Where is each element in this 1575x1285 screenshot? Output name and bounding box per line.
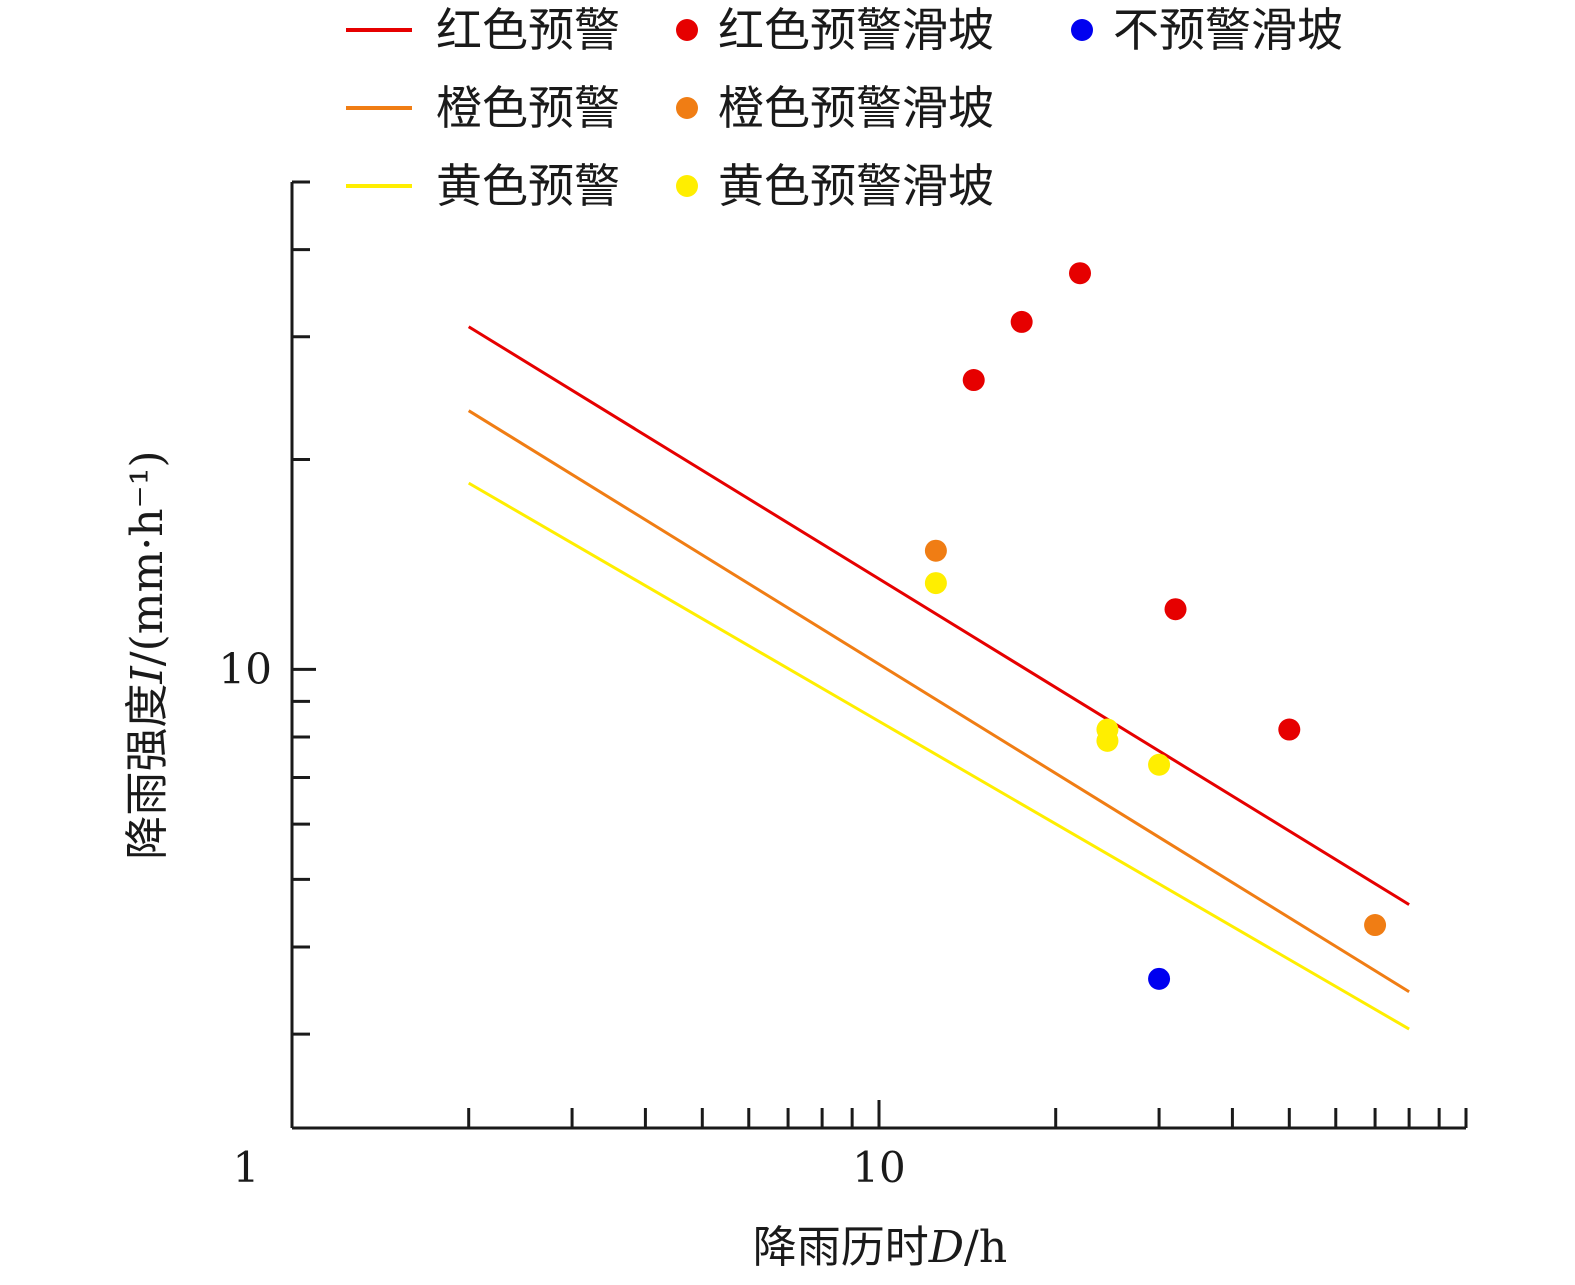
data-point-3 bbox=[1096, 729, 1119, 752]
legend-label: 不预警滑坡 bbox=[1113, 3, 1343, 57]
data-point-3 bbox=[924, 572, 947, 595]
data-point-1 bbox=[1164, 598, 1187, 621]
axes: 1 10 10 bbox=[219, 180, 1468, 1192]
x-tick-label: 10 bbox=[852, 1143, 905, 1192]
data-point-2 bbox=[924, 539, 947, 562]
data-point-2 bbox=[1364, 914, 1387, 937]
series-lines bbox=[467, 325, 1410, 1031]
legend-label: 橙色预警滑坡 bbox=[718, 81, 994, 135]
data-point-1 bbox=[962, 369, 985, 392]
y-tick-label: 10 bbox=[219, 644, 272, 693]
x-tick-label: 1 bbox=[233, 1143, 260, 1192]
legend-point-swatch bbox=[1071, 19, 1093, 41]
legend-label: 橙色预警 bbox=[436, 81, 620, 135]
y-axis-title: 降雨强度I/(mm·h⁻¹) bbox=[122, 450, 173, 859]
legend-point-swatch bbox=[676, 175, 698, 197]
data-point-1 bbox=[1278, 718, 1301, 741]
data-point-4 bbox=[1148, 967, 1171, 990]
legend-label: 红色预警 bbox=[436, 3, 620, 57]
threshold-line-1 bbox=[467, 325, 1410, 906]
legend-label: 红色预警滑坡 bbox=[718, 3, 994, 57]
legend-label: 黄色预警 bbox=[436, 159, 620, 213]
legend-label: 黄色预警滑坡 bbox=[718, 159, 994, 213]
data-point-3 bbox=[1148, 753, 1171, 776]
legend-point-swatch bbox=[676, 97, 698, 119]
x-axis-title: 降雨历时D/h bbox=[753, 1222, 1007, 1273]
threshold-line-3 bbox=[467, 481, 1410, 1031]
data-point-1 bbox=[1010, 310, 1033, 333]
threshold-line-2 bbox=[467, 409, 1410, 994]
data-point-1 bbox=[1069, 262, 1092, 285]
series-points bbox=[924, 262, 1387, 990]
legend-point-swatch bbox=[676, 19, 698, 41]
